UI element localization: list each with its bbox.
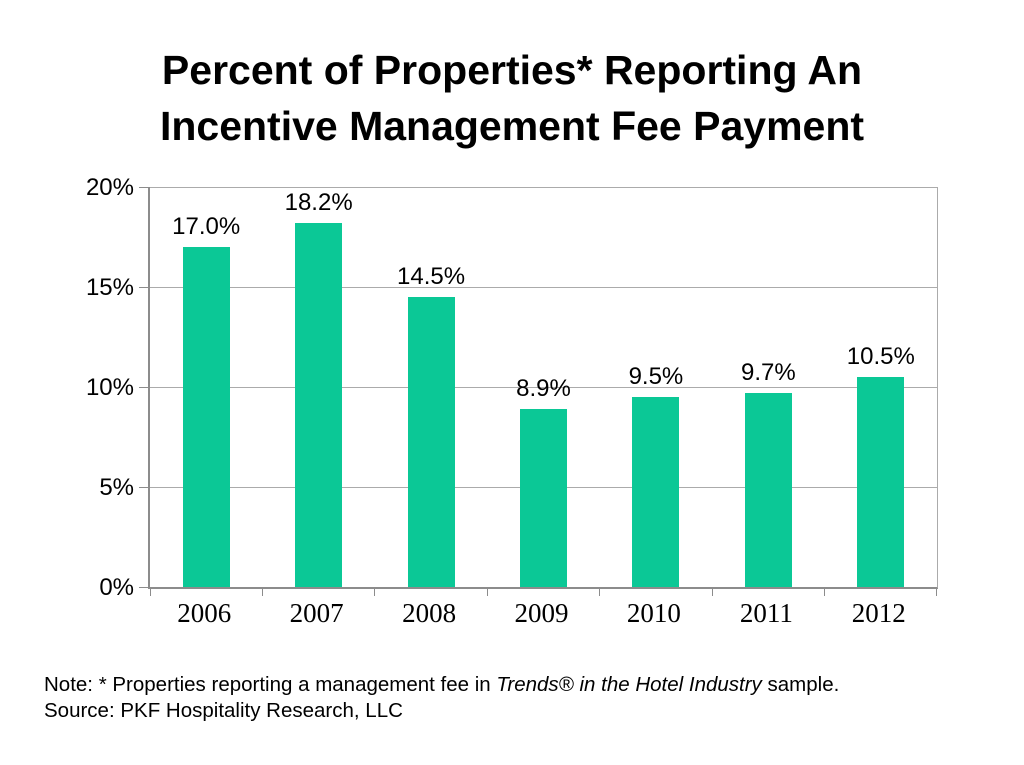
x-category-label-2011: 2011 bbox=[739, 598, 793, 628]
bar-value-label-2008: 14.5% bbox=[397, 263, 466, 290]
x-axis-tick-2 bbox=[374, 589, 376, 596]
y-axis-tick-5 bbox=[139, 486, 148, 488]
bar-value-label-2006: 17.0% bbox=[172, 213, 241, 240]
bar-2007 bbox=[295, 223, 343, 587]
y-tick-label-20: 20% bbox=[85, 174, 134, 201]
note-italic: Trends® in the Hotel Industry bbox=[496, 673, 762, 696]
x-category-label-2006: 2006 bbox=[177, 598, 232, 628]
y-axis-tick-20 bbox=[139, 187, 148, 188]
source-line: Source: PKF Hospitality Research, LLC bbox=[44, 699, 403, 722]
x-category-label-2012: 2012 bbox=[851, 598, 906, 628]
footnote-block: Note: * Properties reporting a managemen… bbox=[44, 672, 839, 724]
chart-title-line1: Percent of Properties* Reporting An bbox=[161, 47, 863, 93]
x-category-label-2009: 2009 bbox=[514, 598, 569, 628]
x-axis-tick-0 bbox=[150, 589, 151, 596]
chart-title-line2: Incentive Management Fee Payment bbox=[159, 103, 865, 149]
y-axis-labels: 0% 5% 10% 15% 20% bbox=[0, 174, 134, 601]
x-axis-tick-6 bbox=[824, 589, 826, 596]
bar-2011 bbox=[744, 393, 792, 587]
x-category-label-2008: 2008 bbox=[402, 598, 457, 628]
note-prefix: Note: * Properties reporting a managemen… bbox=[44, 673, 497, 696]
bar-2010 bbox=[632, 397, 680, 587]
bar-value-label-2011: 9.7% bbox=[740, 359, 796, 386]
plot-area: 17.0% 18.2% 14.5% 8.9% 9.5% 9.7% 10.5% bbox=[139, 187, 938, 596]
x-axis-tick-5 bbox=[711, 589, 713, 596]
y-axis-tick-10 bbox=[139, 386, 148, 388]
bar-2009 bbox=[520, 409, 567, 587]
y-axis-tick-15 bbox=[139, 286, 148, 288]
bar-2012 bbox=[857, 377, 905, 587]
bar-2008 bbox=[407, 297, 455, 587]
note-suffix: sample. bbox=[761, 673, 840, 696]
x-axis-tick-7 bbox=[936, 589, 937, 596]
gridline-20 bbox=[150, 187, 937, 188]
x-axis-tick-4 bbox=[599, 589, 601, 596]
chart-title: Percent of Properties* Reporting An Ince… bbox=[0, 42, 1024, 154]
y-tick-label-0: 0% bbox=[99, 574, 134, 601]
gridline-10 bbox=[150, 386, 937, 388]
x-category-label-2007: 2007 bbox=[289, 598, 344, 628]
bar-2006 bbox=[182, 247, 230, 587]
bar-value-label-2009: 8.9% bbox=[516, 375, 571, 402]
y-tick-label-10: 10% bbox=[85, 374, 134, 401]
note-line: Note: * Properties reporting a managemen… bbox=[44, 672, 839, 698]
x-axis-tick-1 bbox=[261, 589, 263, 596]
x-category-label-2010: 2010 bbox=[626, 598, 681, 628]
x-axis-tick-3 bbox=[486, 589, 488, 596]
bar-value-label-2012: 10.5% bbox=[846, 343, 915, 370]
bar-value-label-2007: 18.2% bbox=[284, 189, 353, 216]
y-tick-label-5: 5% bbox=[99, 474, 134, 501]
y-axis-tick-0 bbox=[139, 586, 148, 588]
x-axis-labels: 2006 2007 2008 2009 2010 2011 2012 bbox=[148, 598, 935, 634]
bar-value-label-2010: 9.5% bbox=[628, 363, 684, 390]
gridline-15 bbox=[150, 286, 937, 288]
y-tick-label-15: 15% bbox=[85, 274, 134, 301]
